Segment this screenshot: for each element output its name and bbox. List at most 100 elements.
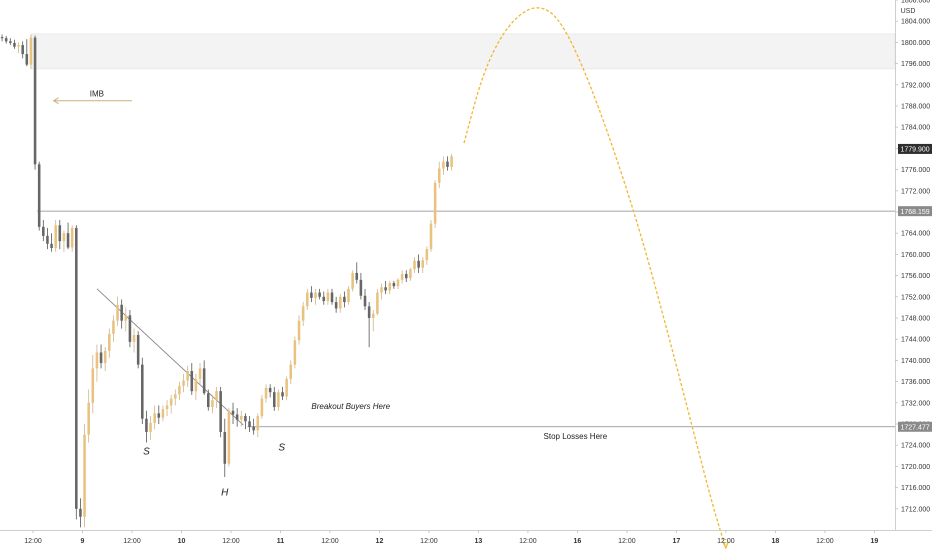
candle-82 [338,294,342,313]
y-tick-label-5: 1732.000 [901,400,930,407]
price-tag-label-0: 1779.900 [901,147,930,154]
candle-79 [326,288,330,305]
candle-body-46 [190,371,194,392]
candle-58 [240,410,243,427]
candle-body-47 [194,378,198,392]
candle-6 [25,39,29,67]
candle-25 [103,347,107,371]
candle-28 [116,296,119,326]
projection-arrowhead [722,541,729,550]
candle-85 [351,270,354,292]
annotations: IMB S H S Breakout Buyers Here Stop Loss… [90,90,608,499]
candle-body-56 [231,410,235,415]
candle-22 [91,355,95,414]
candle-body-86 [355,272,359,280]
candle-body-53 [219,391,222,432]
candle-72 [297,315,301,345]
candle-body-22 [91,368,95,403]
candle-52 [215,386,218,409]
imb-arrowhead [52,97,59,105]
y-tick-label-8: 1744.000 [901,337,930,344]
candle-body-33 [136,334,140,365]
candle-body-108 [446,161,449,167]
candle-body-32 [132,334,136,342]
candle-51 [211,394,214,414]
candle-89 [367,302,371,348]
candle-62 [256,413,260,438]
candle-body-81 [334,302,338,309]
candle-body-66 [272,392,276,408]
candle-body-93 [384,287,387,291]
candle-94 [388,280,392,295]
candle-63 [260,394,264,419]
candle-body-70 [289,364,293,379]
candle-81 [334,296,338,313]
y-tick-label-6: 1736.000 [901,379,930,386]
candle-body-99 [409,269,412,279]
candle-body-37 [153,413,156,423]
candle-body-73 [301,306,305,321]
candle-body-24 [99,352,103,364]
candle-body-44 [182,380,185,386]
candle-body-95 [392,283,396,287]
candle-body-97 [400,274,404,280]
axes: USD [0,0,932,531]
x-tick-label-0: 12:00 [24,538,42,545]
candle-26 [108,328,111,358]
candle-body-98 [404,274,408,279]
candle-84 [347,286,350,305]
candle-body-101 [417,260,420,268]
candle-body-84 [347,288,350,303]
y-tick-label-7: 1740.000 [901,358,930,365]
candle-body-2 [9,41,12,43]
left-shoulder-label: S [143,447,150,458]
price-tag-bg-0 [898,143,932,154]
candle-body-1 [4,38,8,42]
candle-68 [281,386,284,401]
candle-44 [182,373,185,393]
y-tick-label-23: 1804.000 [901,19,930,26]
candle-body-55 [227,410,231,464]
candle-56 [231,402,235,424]
candle-3 [13,39,16,49]
candle-16 [66,222,70,250]
x-tick-label-6: 12:00 [321,538,339,545]
candle-body-0 [0,37,4,39]
candle-body-45 [186,371,189,381]
candle-78 [322,291,326,305]
candle-body-39 [161,409,165,418]
candle-body-91 [376,292,379,314]
candle-body-54 [223,431,227,464]
candle-body-16 [66,233,70,248]
candle-body-100 [413,260,416,270]
candle-32 [132,328,136,353]
candle-57 [235,408,239,427]
candle-8 [33,35,37,170]
y-tick-label-20: 1792.000 [901,82,930,89]
candle-body-103 [425,249,429,261]
price-tags: 1779.900 1768.159 1727.477 [898,143,932,432]
price-tag-2: 1727.477 [898,421,932,432]
candle-17 [70,225,74,252]
x-tick-label-8: 12:00 [420,538,438,545]
candle-14 [58,219,62,250]
x-tick-label-5: 11 [277,538,285,545]
candle-body-10 [42,226,45,236]
candle-body-35 [145,418,148,432]
x-tick-label-4: 12:00 [222,538,240,545]
x-tick-label-2: 12:00 [123,538,141,545]
x-tick-label-1: 9 [81,538,85,545]
candle-24 [99,344,103,369]
candle-body-6 [25,54,29,65]
x-tick-label-10: 12:00 [519,538,537,545]
y-tick-label-22: 1800.000 [901,40,930,47]
candle-body-18 [75,227,78,509]
candle-body-4 [17,45,20,47]
candle-body-60 [248,421,251,427]
candle-7 [29,34,33,69]
price-tag-bg-1 [898,206,932,217]
candle-38 [157,405,161,424]
breakout-buyers-label: Breakout Buyers Here [311,402,390,411]
candle-86 [355,262,359,284]
